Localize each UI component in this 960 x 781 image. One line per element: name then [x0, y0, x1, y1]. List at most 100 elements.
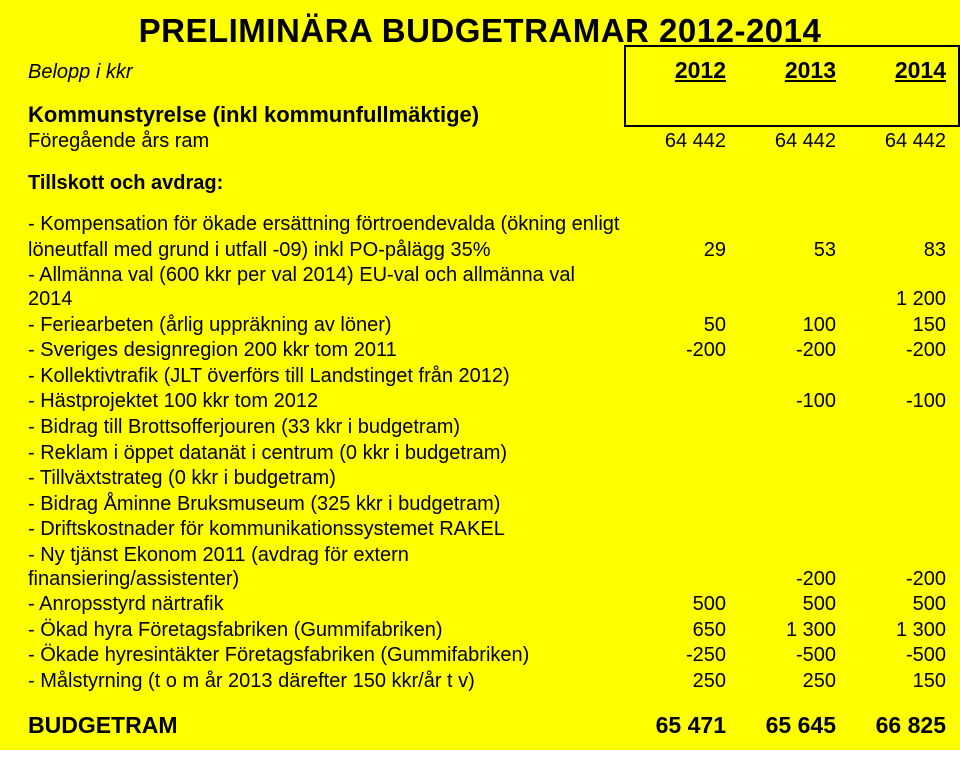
table-row: - Driftskostnader för kommunikationssyst… [0, 517, 960, 543]
row-v3: -200 [850, 338, 960, 364]
row-label: - Bidrag till Brottsofferjouren (33 kkr … [0, 415, 630, 441]
row-v3: -200 [850, 543, 960, 592]
row-v2: 1 300 [740, 618, 850, 644]
row-v3: 1 300 [850, 618, 960, 644]
row-v3 [850, 441, 960, 467]
row-v2 [740, 415, 850, 441]
row-v1: -200 [630, 338, 740, 364]
row-v2: 500 [740, 592, 850, 618]
row-v3 [850, 415, 960, 441]
row-v2 [740, 466, 850, 492]
table-row: - Bidrag Åminne Bruksmuseum (325 kkr i b… [0, 492, 960, 518]
row-v2 [740, 441, 850, 467]
row-v3 [850, 212, 960, 238]
table-row: - Hästprojektet 100 kkr tom 2012 -100-100 [0, 389, 960, 415]
budgetram-label: BUDGETRAM [0, 711, 630, 740]
row-label: - Allmänna val (600 kkr per val 2014) EU… [0, 263, 630, 312]
row-v3: -100 [850, 389, 960, 415]
row-v2: 250 [740, 669, 850, 695]
table-row: - Anropsstyrd närtrafik500500500 [0, 592, 960, 618]
row-v2: -100 [740, 389, 850, 415]
row-v3: 1 200 [850, 263, 960, 312]
foregaende-v3: 64 442 [850, 129, 960, 155]
row-label: löneutfall med grund i utfall -09) inkl … [0, 238, 630, 264]
row-v3: 150 [850, 313, 960, 339]
row-v2 [740, 517, 850, 543]
tillskott-row: Tillskott och avdrag: [0, 171, 960, 197]
row-label: - Bidrag Åminne Bruksmuseum (325 kkr i b… [0, 492, 630, 518]
row-v2: 100 [740, 313, 850, 339]
row-label: - Ökade hyresintäkter Företagsfabriken (… [0, 643, 630, 669]
row-v1 [630, 263, 740, 312]
spacer [0, 155, 960, 171]
year-header-frame [624, 45, 960, 127]
row-label: - Kollektivtrafik (JLT överförs till Lan… [0, 364, 630, 390]
row-label: - Anropsstyrd närtrafik [0, 592, 630, 618]
row-v1 [630, 466, 740, 492]
row-v1: 650 [630, 618, 740, 644]
row-label: - Driftskostnader för kommunikationssyst… [0, 517, 630, 543]
row-v2: -200 [740, 543, 850, 592]
row-v1 [630, 212, 740, 238]
row-v1: 29 [630, 238, 740, 264]
row-v2: -500 [740, 643, 850, 669]
table-row: - Tillväxtstrateg (0 kkr i budgetram) [0, 466, 960, 492]
row-v2 [740, 212, 850, 238]
table-row: - Kollektivtrafik (JLT överförs till Lan… [0, 364, 960, 390]
row-v3 [850, 492, 960, 518]
spacer [0, 695, 960, 711]
budgetram-v2: 65 645 [740, 711, 850, 740]
row-v2: 53 [740, 238, 850, 264]
table-row: - Målstyrning (t o m år 2013 därefter 15… [0, 669, 960, 695]
row-v3: 150 [850, 669, 960, 695]
budgetram-v1: 65 471 [630, 711, 740, 740]
table-row: - Feriearbeten (årlig uppräkning av löne… [0, 313, 960, 339]
row-v2: -200 [740, 338, 850, 364]
row-v3: -500 [850, 643, 960, 669]
row-label: - Hästprojektet 100 kkr tom 2012 [0, 389, 630, 415]
table-row: - Ökad hyra Företagsfabriken (Gummifabri… [0, 618, 960, 644]
row-v2 [740, 263, 850, 312]
section-header: Kommunstyrelse (inkl kommunfullmäktige) [0, 101, 630, 129]
budgetram-row: BUDGETRAM 65 471 65 645 66 825 [0, 711, 960, 740]
tillskott-label: Tillskott och avdrag: [0, 171, 630, 197]
table-row: - Bidrag till Brottsofferjouren (33 kkr … [0, 415, 960, 441]
row-v1 [630, 441, 740, 467]
belopp-label: Belopp i kkr [0, 56, 630, 85]
foregaende-v1: 64 442 [630, 129, 740, 155]
row-v3 [850, 364, 960, 390]
row-label: - Ny tjänst Ekonom 2011 (avdrag för exte… [0, 543, 630, 592]
table-row: - Reklam i öppet datanät i centrum (0 kk… [0, 441, 960, 467]
table-row: - Ny tjänst Ekonom 2011 (avdrag för exte… [0, 543, 960, 592]
foregaende-row: Föregående års ram 64 442 64 442 64 442 [0, 129, 960, 155]
table-row: - Ökade hyresintäkter Företagsfabriken (… [0, 643, 960, 669]
row-v3 [850, 466, 960, 492]
row-v2 [740, 364, 850, 390]
row-label: - Feriearbeten (årlig uppräkning av löne… [0, 313, 630, 339]
row-label: - Tillväxtstrateg (0 kkr i budgetram) [0, 466, 630, 492]
row-label: - Reklam i öppet datanät i centrum (0 kk… [0, 441, 630, 467]
row-label: - Ökad hyra Företagsfabriken (Gummifabri… [0, 618, 630, 644]
row-label: - Kompensation för ökade ersättning fört… [0, 212, 630, 238]
table-row: - Sveriges designregion 200 kkr tom 2011… [0, 338, 960, 364]
budget-table: Belopp i kkr 2012 2013 2014 Kommunstyrel… [0, 56, 960, 740]
row-v1 [630, 517, 740, 543]
foregaende-v2: 64 442 [740, 129, 850, 155]
row-v1 [630, 492, 740, 518]
row-label: - Sveriges designregion 200 kkr tom 2011 [0, 338, 630, 364]
row-v1 [630, 543, 740, 592]
row-v1: 500 [630, 592, 740, 618]
row-v3: 83 [850, 238, 960, 264]
table-row: - Allmänna val (600 kkr per val 2014) EU… [0, 263, 960, 312]
row-label: - Målstyrning (t o m år 2013 därefter 15… [0, 669, 630, 695]
row-v1: 250 [630, 669, 740, 695]
budget-page: PRELIMINÄRA BUDGETRAMAR 2012-2014 Belopp… [0, 0, 960, 750]
row-v2 [740, 492, 850, 518]
row-v1: 50 [630, 313, 740, 339]
row-v1 [630, 389, 740, 415]
foregaende-label: Föregående års ram [0, 129, 630, 155]
row-v1: -250 [630, 643, 740, 669]
table-row: - Kompensation för ökade ersättning fört… [0, 212, 960, 238]
row-v3: 500 [850, 592, 960, 618]
table-row: löneutfall med grund i utfall -09) inkl … [0, 238, 960, 264]
